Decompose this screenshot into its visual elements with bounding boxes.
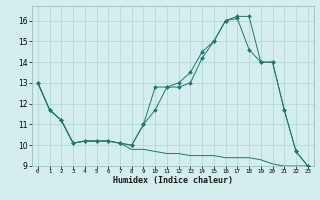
X-axis label: Humidex (Indice chaleur): Humidex (Indice chaleur) [113, 176, 233, 185]
